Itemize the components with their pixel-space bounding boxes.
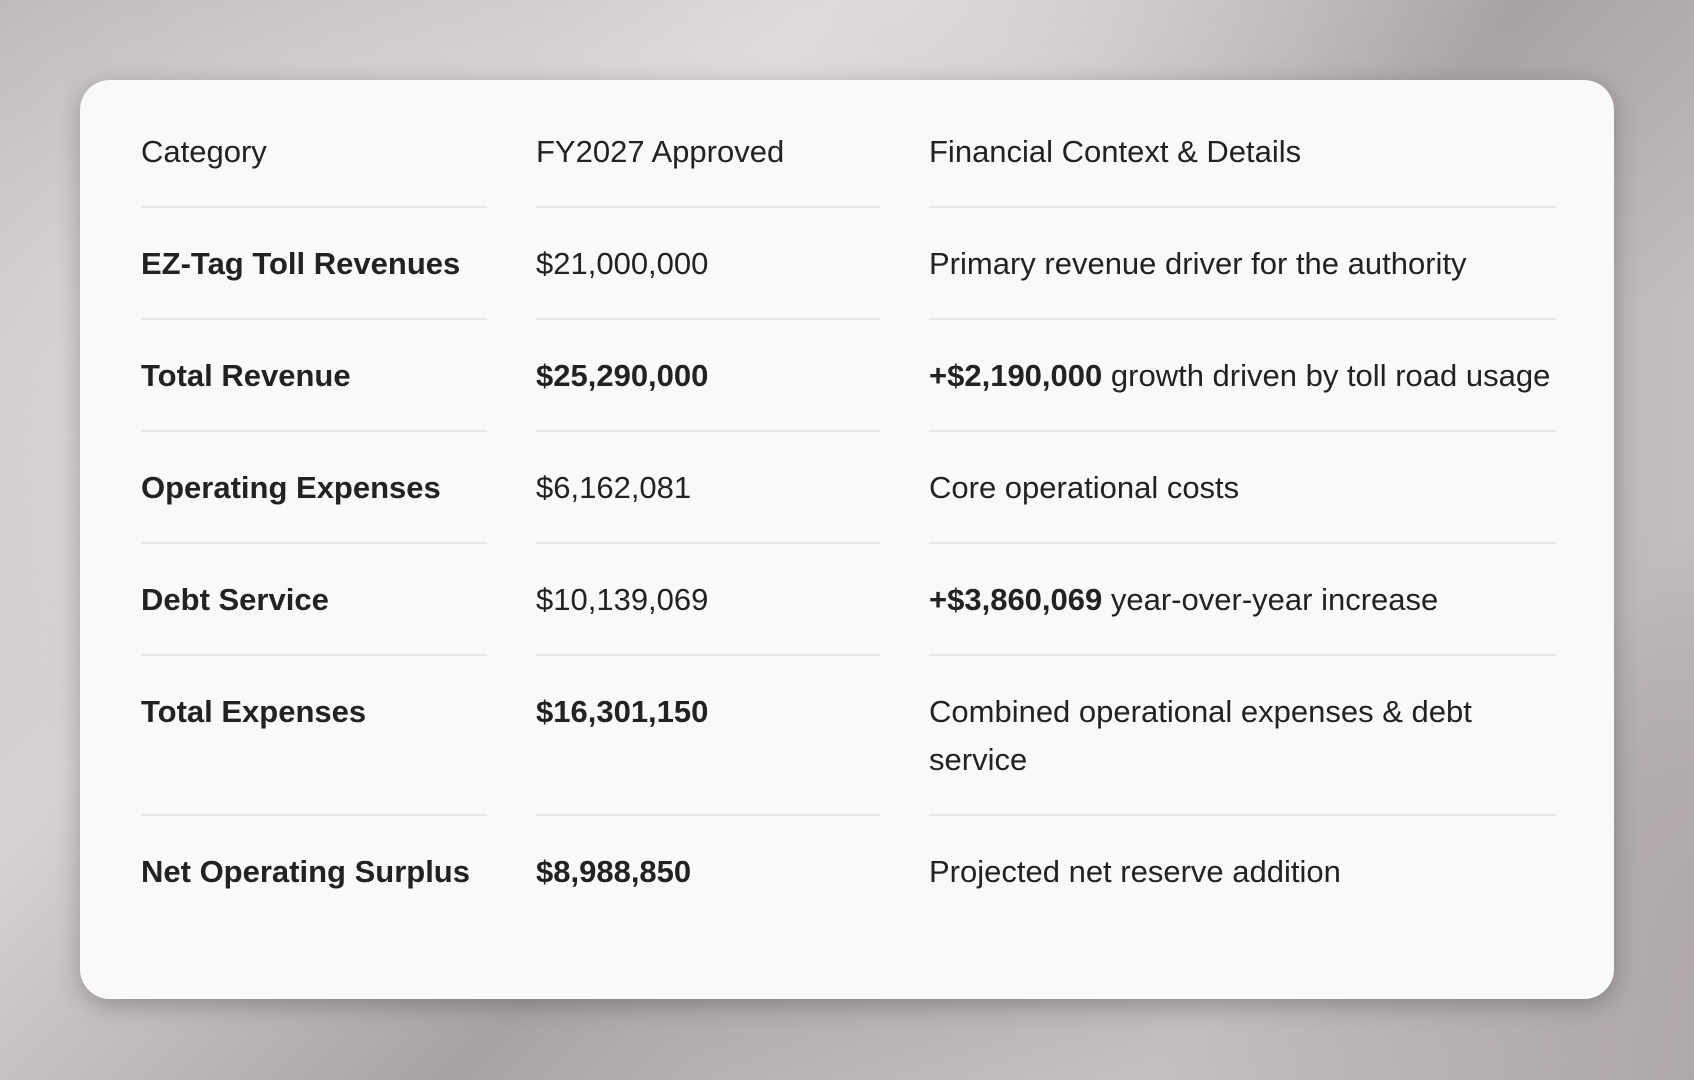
category-cell: Total Revenue [141, 320, 487, 432]
details-cell: +$3,860,069 year-over-year increase [929, 544, 1556, 656]
amount-cell: $25,290,000 [536, 320, 880, 432]
category-cell: Net Operating Surplus [141, 854, 470, 889]
category-cell: Total Expenses [141, 656, 487, 816]
details-emphasis: +$3,860,069 [929, 582, 1103, 617]
amount-cell: $8,988,850 [536, 854, 692, 889]
details-cell: Primary revenue driver for the authority [929, 208, 1556, 320]
details-cell: +$2,190,000 growth driven by toll road u… [929, 320, 1556, 432]
details-text: year-over-year increase [1110, 582, 1439, 617]
header-cell: Financial Context & Details [929, 96, 1556, 208]
amount-cell: $6,162,081 [536, 432, 880, 544]
table-card: Category FY2027 Approved Financial Context… [80, 80, 1614, 999]
amount-cell: $21,000,000 [536, 208, 880, 320]
table: Category FY2027 Approved Financial Context… [141, 96, 1614, 928]
details-cell: Combined operational expenses & debt ser… [929, 656, 1556, 816]
category-cell: Operating Expenses [141, 432, 487, 544]
amount-cell: $16,301,150 [536, 656, 880, 816]
details-text: growth driven by toll road usage [1110, 358, 1551, 393]
category-cell: Debt Service [141, 544, 487, 656]
amount-cell: $10,139,069 [536, 544, 880, 656]
details-cell: Core operational costs [929, 432, 1556, 544]
details-emphasis: +$2,190,000 [929, 358, 1103, 393]
header-cell: Category [141, 96, 487, 208]
header-cell: FY2027 Approved [536, 96, 880, 208]
category-cell: EZ-Tag Toll Revenues [141, 208, 487, 320]
details-cell: Projected net reserve addition [929, 854, 1341, 889]
